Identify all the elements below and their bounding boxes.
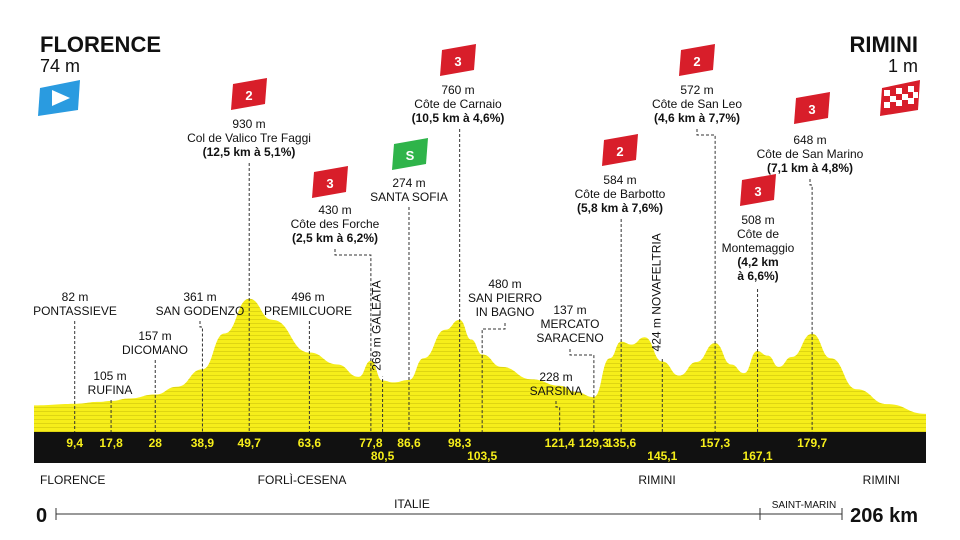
place-label-line: 648 m: [793, 133, 826, 147]
km-marker-label: 121,4: [545, 436, 575, 450]
place-label-line: (2,5 km à 6,2%): [292, 231, 378, 245]
svg-text:3: 3: [808, 102, 815, 117]
place-label-line: PONTASSIEVE: [33, 304, 117, 318]
place-label-line: (4,6 km à 7,7%): [654, 111, 740, 125]
svg-text:S: S: [406, 148, 415, 163]
place-label-line: à 6,6%): [737, 269, 778, 283]
place-label-line: SARACENO: [536, 331, 603, 345]
km-marker-label: 103,5: [467, 449, 497, 463]
place-label-line: MERCATO: [541, 317, 600, 331]
svg-text:3: 3: [326, 176, 333, 191]
place-label-line: 105 m: [93, 369, 126, 383]
km-marker-label: 49,7: [238, 436, 262, 450]
km-marker-label: 80,5: [371, 449, 395, 463]
place-label-line: 137 m: [553, 303, 586, 317]
km-marker-label: 157,3: [700, 436, 730, 450]
km-marker-label: 86,6: [397, 436, 421, 450]
place-label-vertical: 424 m NOVAFELTRIA: [649, 233, 663, 351]
place-label-vertical: 269 m GALEATA: [370, 280, 384, 370]
climb-category-flag-icon: 2: [602, 134, 638, 166]
sprint-flag-icon: S: [392, 138, 428, 170]
place-label-line: IN BAGNO: [476, 305, 535, 319]
start-altitude: 74 m: [40, 56, 80, 76]
km-marker-label: 17,8: [99, 436, 123, 450]
place-label-line: 496 m: [291, 290, 324, 304]
elevation-profile-shading: [34, 298, 926, 432]
place-label-line: SANTA SOFIA: [370, 190, 448, 204]
place-label-line: Côte de San Marino: [757, 147, 864, 161]
place-label-line: (12,5 km à 5,1%): [203, 145, 296, 159]
place-label-line: 480 m: [488, 277, 521, 291]
km-marker-label: 63,6: [298, 436, 322, 450]
region-label-rimini-end: RIMINI: [863, 473, 900, 487]
place-label-line: DICOMANO: [122, 343, 188, 357]
place-label-line: (7,1 km à 4,8%): [767, 161, 853, 175]
place-label-line: (4,2 km: [737, 255, 778, 269]
climb-category-flag-icon: 3: [794, 92, 830, 124]
place-label-line: (5,8 km à 7,6%): [577, 201, 663, 215]
finish-altitude: 1 m: [888, 56, 918, 76]
place-label-line: Côte de Carnaio: [414, 97, 502, 111]
place-label-line: 274 m: [392, 176, 425, 190]
place-label-line: Montemaggio: [722, 241, 795, 255]
start-flag-icon: [38, 80, 80, 116]
svg-text:2: 2: [693, 54, 700, 69]
place-label-line: PREMILCUORE: [264, 304, 352, 318]
svg-text:3: 3: [454, 54, 461, 69]
svg-text:3: 3: [754, 184, 761, 199]
place-label-line: Côte des Forche: [291, 217, 380, 231]
km-marker-label: 28: [149, 436, 163, 450]
climb-category-flag-icon: 2: [231, 78, 267, 110]
place-label-line: 930 m: [232, 117, 265, 131]
km-marker-label: 145,1: [647, 449, 677, 463]
place-label-line: 157 m: [138, 329, 171, 343]
finish-town: RIMINI: [850, 32, 918, 57]
region-label-florence: FLORENCE: [40, 473, 105, 487]
region-label-rimini: RIMINI: [638, 473, 675, 487]
finish-checkered-flag-icon: [880, 80, 920, 116]
place-label-line: 760 m: [441, 83, 474, 97]
climb-category-flag-icon: 3: [440, 44, 476, 76]
place-label-line: RUFINA: [88, 383, 133, 397]
place-label-line: Côte de: [737, 227, 779, 241]
svg-text:2: 2: [616, 144, 623, 159]
place-label-line: Col de Valico Tre Faggi: [187, 131, 311, 145]
place-label-line: SARSINA: [530, 384, 583, 398]
svg-text:2: 2: [245, 88, 252, 103]
km-band: [34, 432, 926, 463]
km-marker-label: 129,3: [579, 436, 609, 450]
place-label-line: 572 m: [680, 83, 713, 97]
border-label: SAINT-MARIN: [772, 500, 836, 511]
km-marker-label: 167,1: [743, 449, 773, 463]
km-marker-label: 135,6: [606, 436, 636, 450]
place-label-line: 584 m: [603, 173, 636, 187]
place-label-line: SAN PIERRO: [468, 291, 542, 305]
place-label-line: 82 m: [62, 290, 89, 304]
distance-end: 206 km: [850, 505, 918, 527]
region-label-forli-cesena: FORLÌ-CESENA: [258, 472, 347, 487]
country-label: ITALIE: [394, 497, 430, 511]
place-label-line: Côte de San Leo: [652, 97, 742, 111]
place-label-line: 430 m: [318, 203, 351, 217]
km-marker-label: 9,4: [66, 436, 83, 450]
place-label-line: 508 m: [741, 213, 774, 227]
start-town: FLORENCE: [40, 32, 161, 57]
place-label-line: SAN GODENZO: [156, 304, 245, 318]
place-label-line: Côte de Barbotto: [575, 187, 666, 201]
climb-category-flag-icon: 2: [679, 44, 715, 76]
km-marker-label: 98,3: [448, 436, 472, 450]
km-marker-label: 38,9: [191, 436, 215, 450]
place-label-line: 361 m: [183, 290, 216, 304]
km-marker-label: 179,7: [797, 436, 827, 450]
place-label-line: (10,5 km à 4,6%): [412, 111, 505, 125]
climb-category-flag-icon: 3: [740, 174, 776, 206]
km-marker-label: 77,8: [359, 436, 383, 450]
climb-category-flag-icon: 3: [312, 166, 348, 198]
place-label-line: 228 m: [539, 370, 572, 384]
distance-start: 0: [36, 505, 47, 527]
